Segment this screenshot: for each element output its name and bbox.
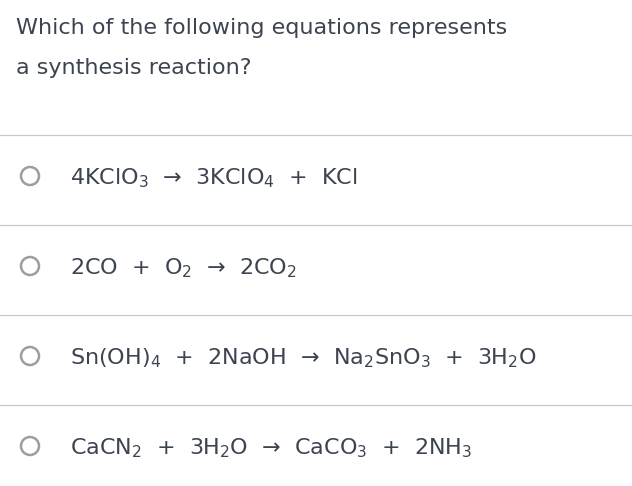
Text: Sn(OH)$_4$  +  2NaOH  →  Na$_2$SnO$_3$  +  3H$_2$O: Sn(OH)$_4$ + 2NaOH → Na$_2$SnO$_3$ + 3H$…: [70, 346, 537, 370]
Text: 2CO  +  O$_2$  →  2CO$_2$: 2CO + O$_2$ → 2CO$_2$: [70, 256, 297, 280]
Text: a synthesis reaction?: a synthesis reaction?: [16, 58, 252, 78]
Text: Which of the following equations represents: Which of the following equations represe…: [16, 18, 507, 38]
Text: 4KClO$_3$  →  3KClO$_4$  +  KCl: 4KClO$_3$ → 3KClO$_4$ + KCl: [70, 166, 358, 190]
Text: CaCN$_2$  +  3H$_2$O  →  CaCO$_3$  +  2NH$_3$: CaCN$_2$ + 3H$_2$O → CaCO$_3$ + 2NH$_3$: [70, 436, 471, 460]
